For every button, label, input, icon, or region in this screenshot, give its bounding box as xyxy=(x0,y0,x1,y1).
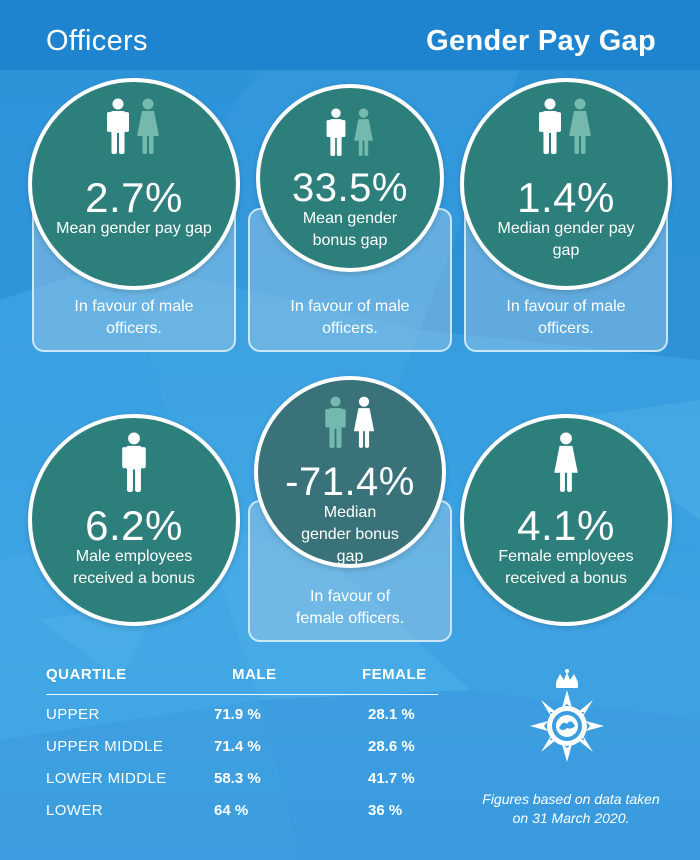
page-subtitle: Gender Pay Gap xyxy=(426,25,656,57)
stat-circle-female-bonus: 4.1% Female employees received a bonus xyxy=(460,414,672,626)
stat-circle-male-bonus: 6.2% Male employees received a bonus xyxy=(28,414,240,626)
police-crest-icon xyxy=(530,669,604,762)
female-icon xyxy=(554,432,578,492)
table-row: UPPER MIDDLE 71.4 % 28.6 % xyxy=(46,738,438,770)
stat-label: Female employees received a bonus xyxy=(498,548,634,587)
table-header-male: MALE xyxy=(232,666,277,683)
female-icon xyxy=(353,396,374,448)
stat-label: Male employees received a bonus xyxy=(73,548,195,587)
footnote: Figures based on data taken on 31 March … xyxy=(482,791,660,826)
stat-note: In favour of female officers. xyxy=(295,588,405,627)
female-cell: 41.7 % xyxy=(368,770,415,787)
stat-value: -71.4% xyxy=(285,460,415,504)
male-icon xyxy=(324,396,346,448)
male-icon xyxy=(107,98,129,154)
stat-circle-median-bonus-gap: -71.4% Median gender bonus gap xyxy=(254,376,446,568)
quartile-cell: LOWER MIDDLE xyxy=(46,770,167,787)
quartile-cell: UPPER xyxy=(46,706,100,723)
female-cell: 28.1 % xyxy=(368,706,415,723)
table-row: UPPER 71.9 % 28.1 % xyxy=(46,706,438,738)
stat-note: In favour of male officers. xyxy=(506,298,626,337)
table-header-female: FEMALE xyxy=(362,666,427,683)
table-header-quartile: QUARTILE xyxy=(46,666,127,683)
page-title: Officers xyxy=(46,25,148,57)
male-cell: 71.4 % xyxy=(214,738,261,755)
stat-note: In favour of male officers. xyxy=(290,298,410,337)
stat-label: Mean gender pay gap xyxy=(56,220,212,237)
stat-value: 6.2% xyxy=(85,502,183,549)
stat-label: Mean gender bonus gap xyxy=(302,210,398,249)
female-icon xyxy=(137,98,159,154)
male-cell: 71.9 % xyxy=(214,706,261,723)
stat-label: Median gender pay gap xyxy=(497,220,635,259)
male-cell: 58.3 % xyxy=(214,770,261,787)
quartile-cell: LOWER xyxy=(46,802,104,819)
stat-circle-mean-pay-gap: 2.7% Mean gender pay gap xyxy=(28,78,240,290)
stat-value: 2.7% xyxy=(85,174,183,221)
stat-circle-mean-bonus-gap: 33.5% Mean gender bonus gap xyxy=(256,84,444,272)
quartile-cell: UPPER MIDDLE xyxy=(46,738,164,755)
stat-circle-median-pay-gap: 1.4% Median gender pay gap xyxy=(460,78,672,290)
stat-note: In favour of male officers. xyxy=(74,298,194,337)
male-icon xyxy=(326,108,345,156)
stat-label: Median gender bonus gap xyxy=(301,504,399,565)
male-cell: 64 % xyxy=(214,802,249,819)
stat-value: 1.4% xyxy=(517,174,615,221)
table-row: LOWER MIDDLE 58.3 % 41.7 % xyxy=(46,770,438,802)
stat-value: 4.1% xyxy=(517,502,615,549)
stat-value: 33.5% xyxy=(292,166,408,210)
male-icon xyxy=(539,98,561,154)
female-cell: 36 % xyxy=(368,802,403,819)
female-cell: 28.6 % xyxy=(368,738,415,755)
male-icon xyxy=(122,432,146,492)
header-bar: Officers Gender Pay Gap xyxy=(0,0,700,70)
female-icon xyxy=(569,98,591,154)
table-divider xyxy=(46,694,438,695)
female-icon xyxy=(353,108,373,156)
table-row: LOWER 64 % 36 % xyxy=(46,802,438,834)
